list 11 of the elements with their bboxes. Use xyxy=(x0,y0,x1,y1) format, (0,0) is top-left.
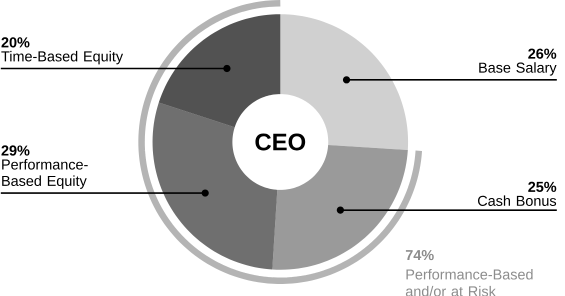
slice-label: Time-Based Equity xyxy=(1,50,124,64)
text: CEO xyxy=(255,133,306,150)
data-label: 26% xyxy=(528,48,556,59)
data-label: 29% xyxy=(2,145,30,156)
data-label: 20% xyxy=(2,37,30,48)
slice-label: Performance-Based Equity xyxy=(2,158,88,189)
slice-label: Cash Bonus xyxy=(478,195,556,206)
data-label: 25% xyxy=(528,182,556,192)
text: Performance-Based and/or at Risk xyxy=(406,268,533,296)
text: 74% xyxy=(406,250,434,260)
slice-label: Base Salary xyxy=(479,62,557,76)
